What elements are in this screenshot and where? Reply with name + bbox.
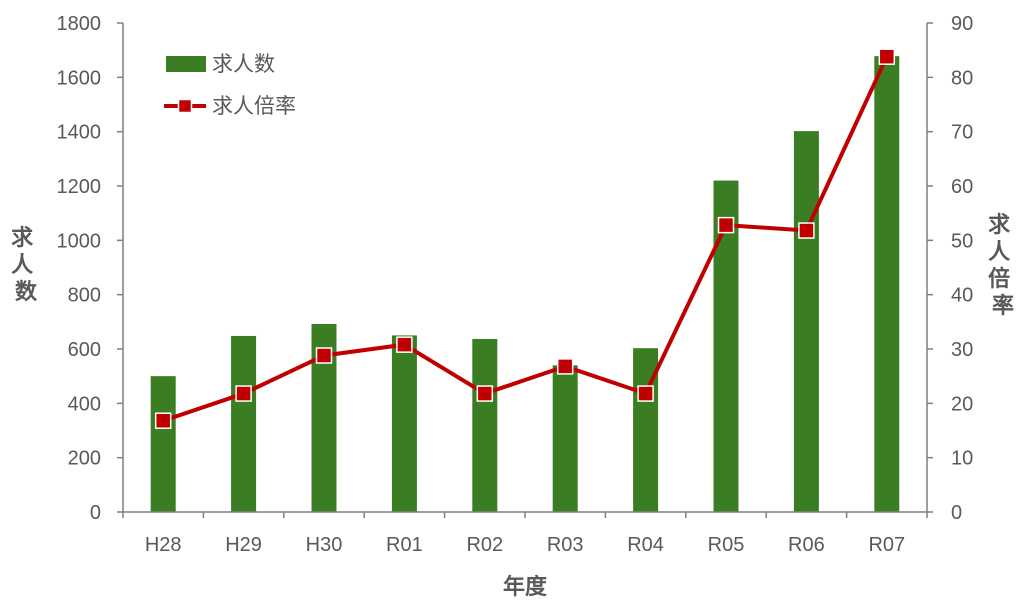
y-tick-label-left: 0 <box>90 502 101 524</box>
x-tick-label: R05 <box>708 534 745 556</box>
bar <box>713 180 739 513</box>
y-tick-label-left: 1600 <box>57 67 102 89</box>
line-point <box>798 222 815 239</box>
line-point <box>476 385 494 402</box>
y-tick-label-right: 80 <box>951 67 973 89</box>
line-point <box>878 48 896 65</box>
x-tick-label: R04 <box>627 534 664 556</box>
bar <box>391 335 417 512</box>
x-axis-title: 年度 <box>503 574 548 600</box>
y-tick-label-right: 20 <box>951 393 973 415</box>
legend-swatch-bar <box>166 56 206 72</box>
y-tick-label-right: 90 <box>951 13 973 35</box>
line-point <box>235 385 252 402</box>
x-tick-label: R03 <box>547 534 584 556</box>
line-series <box>162 55 889 423</box>
legend-label-bar: 求人数 <box>212 52 275 76</box>
y-axis-right-title-char: 率 <box>992 293 1014 319</box>
x-tick-label: R06 <box>788 534 825 556</box>
y-axis-right-title: 求 人 倍 率 <box>988 213 1018 319</box>
y-tick-label-right: 50 <box>951 230 973 252</box>
x-tick-label: H28 <box>145 534 182 556</box>
line-point <box>556 358 574 375</box>
y-tick-label-right: 70 <box>951 122 973 144</box>
x-tick-label: R07 <box>868 534 905 556</box>
y-axis-right-title-char: 人 <box>988 240 1010 265</box>
x-tick-label: R02 <box>466 534 503 556</box>
y-axis-right-title-char: 倍 <box>988 266 1010 292</box>
bar <box>150 376 176 512</box>
y-tick-label-right: 60 <box>951 176 973 198</box>
x-tick-label: H29 <box>225 534 262 556</box>
bar <box>472 338 498 512</box>
line-point <box>154 412 172 429</box>
y-tick-label-left: 400 <box>68 393 101 415</box>
y-tick-label-right: 10 <box>951 448 973 470</box>
line-point <box>396 336 413 353</box>
bar <box>793 131 819 512</box>
legend-label-line: 求人倍率 <box>212 94 296 118</box>
y-tick-label-left: 1200 <box>57 176 102 198</box>
y-tick-label-left: 800 <box>68 285 101 307</box>
y-axis-right-title-char: 求 <box>988 213 1010 238</box>
line-point <box>315 347 333 364</box>
line-point <box>717 216 735 234</box>
y-tick-label-left: 600 <box>68 339 101 361</box>
x-tick-label: H30 <box>306 534 343 556</box>
y-tick-label-right: 40 <box>951 285 973 307</box>
plot-area: 0 200 400 600 800 1000 1200 1400 1600 1800 0 10 20 30… <box>57 13 974 556</box>
legend-swatch-marker <box>177 98 193 114</box>
y-tick-label-left: 200 <box>68 448 101 470</box>
y-axis-left-title-char: 数 <box>15 279 38 305</box>
legend: 求人数 求人倍率 <box>164 52 296 118</box>
y-tick-label-left: 1800 <box>57 13 102 35</box>
y-tick-label-left: 1400 <box>57 122 102 144</box>
bar <box>552 365 578 512</box>
y-axis-left-title-char: 求 <box>11 226 33 251</box>
y-tick-label-right: 0 <box>951 502 962 524</box>
y-tick-label-right: 30 <box>951 339 973 361</box>
y-axis-left-title-char: 人 <box>11 253 33 278</box>
line-point <box>637 385 654 402</box>
bar <box>231 335 257 512</box>
bar <box>874 56 900 512</box>
y-tick-label-left: 1000 <box>57 230 102 252</box>
y-axis-left-title: 求 人 数 <box>11 226 41 305</box>
x-tick-label: R01 <box>386 534 423 556</box>
